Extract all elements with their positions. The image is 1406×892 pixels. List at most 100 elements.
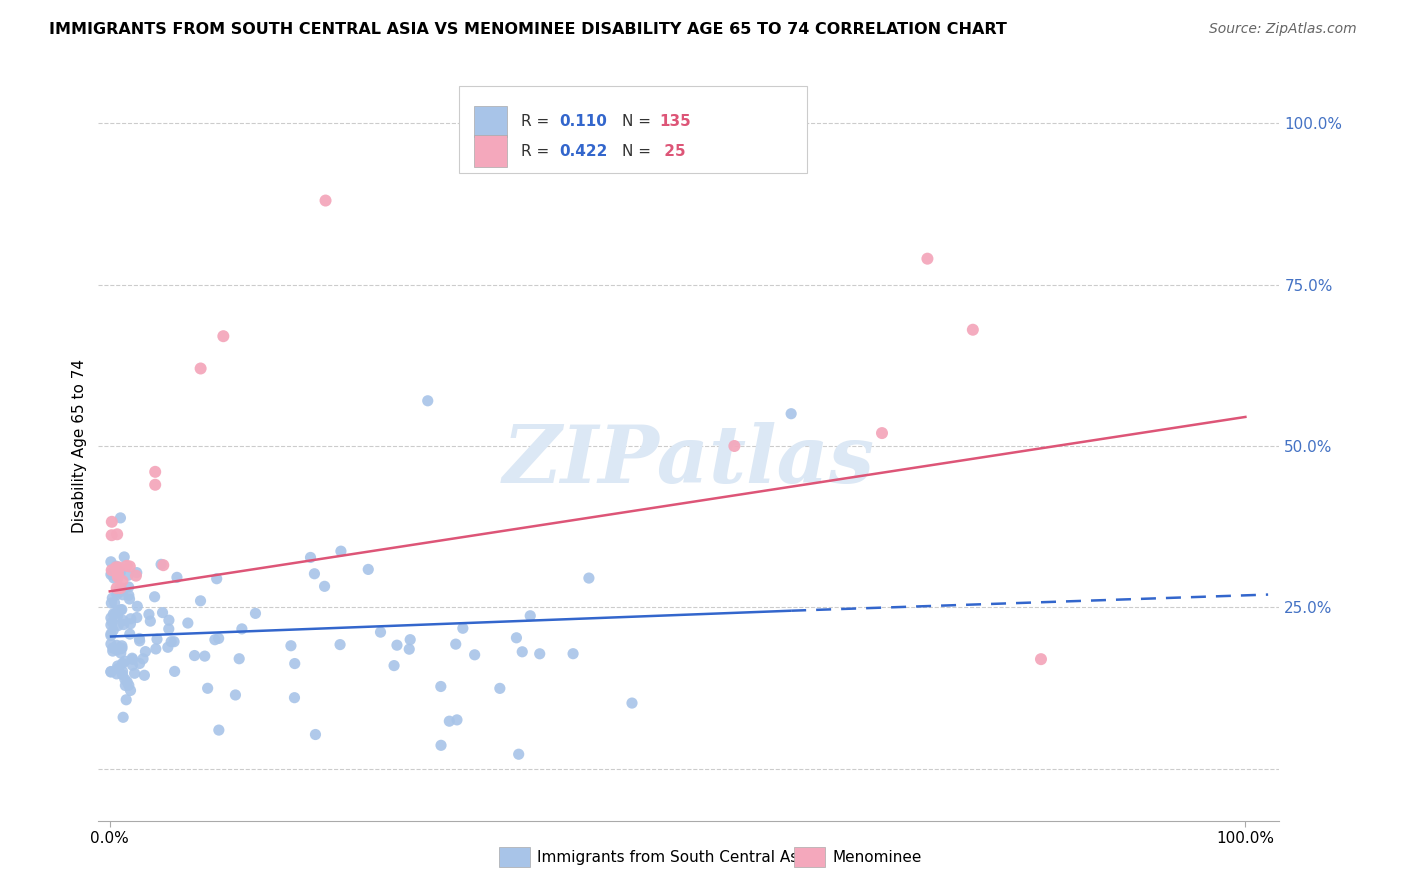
Point xyxy=(489,681,512,696)
Text: ZIPatlas: ZIPatlas xyxy=(503,422,875,500)
Point xyxy=(224,688,246,702)
Point xyxy=(121,652,143,666)
Point xyxy=(430,739,453,753)
Point xyxy=(416,393,439,408)
Point xyxy=(121,658,143,673)
Point xyxy=(114,654,136,668)
Point xyxy=(103,571,125,585)
Point xyxy=(105,588,128,602)
Point xyxy=(152,606,174,620)
Text: 0.110: 0.110 xyxy=(560,114,607,129)
Point xyxy=(562,647,585,661)
Point xyxy=(105,559,128,574)
Point xyxy=(111,574,134,588)
Point xyxy=(283,690,305,705)
Point xyxy=(103,607,125,621)
Point xyxy=(101,515,124,529)
Point xyxy=(115,674,138,689)
Point xyxy=(105,569,128,583)
Point xyxy=(329,544,352,558)
Point xyxy=(197,681,219,696)
Point xyxy=(110,603,132,617)
Point xyxy=(156,640,179,655)
Point xyxy=(100,596,122,610)
Point xyxy=(128,632,150,646)
Point xyxy=(870,426,893,441)
Point xyxy=(160,634,183,648)
Point xyxy=(134,645,156,659)
Point xyxy=(357,562,380,576)
Point xyxy=(111,665,134,679)
Point xyxy=(519,608,541,623)
Point xyxy=(100,627,122,641)
Point xyxy=(100,563,122,577)
Point xyxy=(284,657,307,671)
Point xyxy=(150,558,173,572)
Point xyxy=(111,602,134,616)
Point xyxy=(446,713,468,727)
Point xyxy=(120,612,142,626)
Point xyxy=(111,639,134,653)
Point xyxy=(112,614,135,628)
Point xyxy=(124,666,146,681)
Point xyxy=(280,639,302,653)
Point xyxy=(114,673,136,687)
Point xyxy=(110,581,132,595)
Point xyxy=(112,710,135,724)
Point xyxy=(620,696,643,710)
Point xyxy=(101,591,124,606)
Point xyxy=(103,624,125,638)
Point xyxy=(245,607,267,621)
Point xyxy=(505,631,527,645)
Point xyxy=(128,633,150,648)
Point xyxy=(329,638,352,652)
Point xyxy=(100,567,122,582)
Point xyxy=(118,627,141,641)
Point xyxy=(110,646,132,660)
Point xyxy=(111,641,134,656)
Point xyxy=(100,618,122,632)
Point xyxy=(110,641,132,656)
Point xyxy=(111,588,134,602)
Point xyxy=(107,618,129,632)
Point xyxy=(105,560,128,574)
Point xyxy=(205,572,228,586)
Text: R =: R = xyxy=(522,114,554,129)
Point xyxy=(121,651,143,665)
Point xyxy=(163,665,186,679)
Point xyxy=(115,692,138,706)
Point xyxy=(117,568,139,582)
Point xyxy=(111,657,134,671)
Point xyxy=(111,667,134,681)
Point xyxy=(163,634,186,648)
Text: Immigrants from South Central Asia: Immigrants from South Central Asia xyxy=(537,850,813,864)
Text: 25: 25 xyxy=(659,144,686,159)
Point xyxy=(143,465,166,479)
Point xyxy=(100,628,122,642)
Point xyxy=(110,511,132,525)
Point xyxy=(143,590,166,604)
Y-axis label: Disability Age 65 to 74: Disability Age 65 to 74 xyxy=(72,359,87,533)
Text: IMMIGRANTS FROM SOUTH CENTRAL ASIA VS MENOMINEE DISABILITY AGE 65 TO 74 CORRELAT: IMMIGRANTS FROM SOUTH CENTRAL ASIA VS ME… xyxy=(49,22,1007,37)
Point xyxy=(1029,652,1052,666)
Point xyxy=(128,657,150,671)
FancyBboxPatch shape xyxy=(474,135,508,167)
Point xyxy=(118,588,141,602)
Point xyxy=(100,611,122,625)
Point xyxy=(143,477,166,491)
Point xyxy=(110,566,132,580)
Text: N =: N = xyxy=(621,144,655,159)
Point xyxy=(112,617,135,632)
Point xyxy=(146,632,169,647)
Point xyxy=(370,625,392,640)
Point xyxy=(508,747,530,762)
Point xyxy=(962,323,984,337)
Point xyxy=(132,652,155,666)
Point xyxy=(299,550,322,565)
Point xyxy=(108,584,131,599)
Point xyxy=(118,580,141,594)
Point xyxy=(190,594,212,608)
Point xyxy=(120,616,142,631)
Point xyxy=(157,622,180,636)
Point xyxy=(382,658,405,673)
